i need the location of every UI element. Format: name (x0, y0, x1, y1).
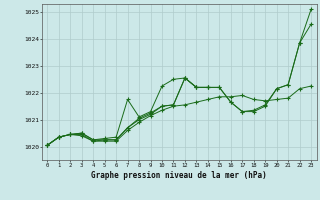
X-axis label: Graphe pression niveau de la mer (hPa): Graphe pression niveau de la mer (hPa) (91, 171, 267, 180)
